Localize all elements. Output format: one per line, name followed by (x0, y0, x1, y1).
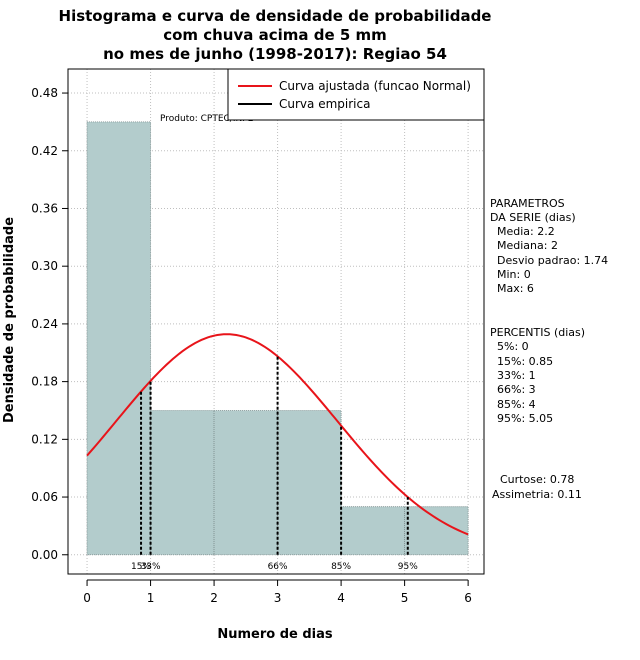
x-tick-label: 3 (274, 591, 282, 605)
y-axis-label: Densidade de probabilidade (2, 217, 17, 423)
side-panel-percentis: PERCENTIS (dias) 5%: 0 15%: 0.85 33%: 1 … (490, 326, 585, 425)
side-panel-parametros: PARAMETROS DA SERIE (dias) Media: 2.2 Me… (490, 197, 608, 295)
pct-15: 15%: 0.85 (490, 355, 553, 368)
legend-label-empirica: Curva empirica (279, 97, 370, 111)
x-tick-label: 2 (210, 591, 218, 605)
percentile-label: 66% (268, 562, 288, 572)
y-tick-label: 0.18 (31, 375, 58, 389)
chart-title-line-2: com chuva acima de 5 mm (163, 26, 387, 44)
chart-title-line-3: no mes de junho (1998-2017): Regiao 54 (103, 45, 447, 63)
y-tick-label: 0.00 (31, 548, 58, 562)
percentile-label: 15% (131, 562, 151, 572)
param-mediana: Mediana: 2 (490, 239, 558, 252)
percentile-label: 33% (141, 562, 161, 572)
param-desvio: Desvio padrao: 1.74 (490, 254, 608, 267)
axes: 0 1 2 3 4 5 6 0.00 0.06 0.12 0.18 0.24 0.30 0.36 0.42 0… (31, 86, 472, 605)
legend: Curva ajustada (funcao Normal) Curva emp… (227, 68, 485, 121)
y-tick-label: 0.06 (31, 490, 58, 504)
stat-curtose: Curtose: 0.78 (500, 473, 574, 486)
y-tick-label: 0.36 (31, 201, 58, 215)
legend-box (227, 68, 485, 121)
histogram-bar (150, 410, 215, 556)
pct-heading: PERCENTIS (dias) (490, 326, 585, 339)
param-heading-2: DA SERIE (dias) (490, 211, 576, 224)
percentile-label: 85% (331, 562, 351, 572)
y-tick-label: 0.48 (31, 86, 58, 100)
x-tick-label: 0 (83, 591, 91, 605)
normal-curve-layer (86, 333, 469, 536)
pct-95: 95%: 5.05 (490, 412, 553, 425)
x-tick-label: 5 (401, 591, 409, 605)
normal-curve (86, 333, 469, 536)
x-tick-label: 1 (147, 591, 155, 605)
histogram-bar (277, 410, 342, 556)
histogram-bar (340, 506, 406, 556)
param-heading-1: PARAMETROS (490, 197, 565, 210)
y-tick-label: 0.30 (31, 259, 58, 273)
legend-label-normal: Curva ajustada (funcao Normal) (279, 79, 471, 93)
y-tick-label: 0.24 (31, 317, 58, 331)
y-tick-label: 0.12 (31, 432, 58, 446)
percentile-label: 95% (398, 562, 418, 572)
pct-85: 85%: 4 (490, 398, 536, 411)
chart-title-line-1: Histograma e curva de densidade de proba… (59, 7, 492, 25)
histogram-bar (86, 121, 151, 556)
param-max: Max: 6 (490, 282, 534, 295)
histogram-bar (213, 410, 278, 556)
percentile-lines: 15%33% 66% 85% 95% (131, 356, 418, 572)
y-tick-label: 0.42 (31, 144, 58, 158)
param-min: Min: 0 (490, 268, 531, 281)
histogram-bars (86, 121, 469, 556)
pct-33: 33%: 1 (490, 369, 536, 382)
product-annotation: Produto: CPTEC/INPE (160, 114, 254, 124)
stat-assimetria: Assimetria: 0.11 (492, 488, 582, 501)
param-media: Media: 2.2 (490, 225, 555, 238)
pct-5: 5%: 0 (490, 340, 529, 353)
pct-66: 66%: 3 (490, 383, 536, 396)
x-tick-label: 4 (337, 591, 345, 605)
x-axis-label: Numero de dias (217, 627, 333, 642)
x-tick-label: 6 (464, 591, 472, 605)
